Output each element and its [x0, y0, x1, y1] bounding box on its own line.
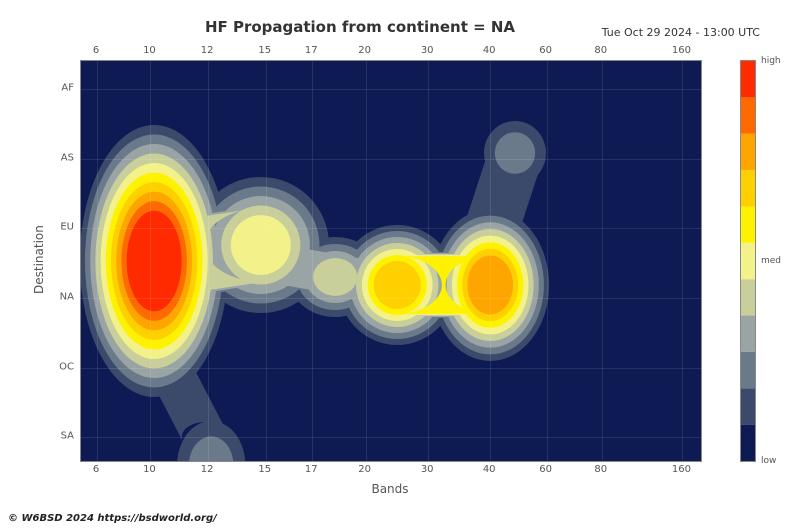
y-tick: NA	[60, 291, 74, 302]
y-tick: SA	[61, 431, 74, 442]
x-tick-top: 40	[483, 45, 496, 56]
x-tick-bottom: 10	[143, 464, 156, 475]
y-tick: OC	[59, 362, 74, 373]
x-tick-top: 60	[539, 45, 552, 56]
x-tick-bottom: 60	[539, 464, 552, 475]
x-tick-bottom: 12	[201, 464, 214, 475]
x-tick-bottom: 20	[358, 464, 371, 475]
colorbar-tick: med	[755, 256, 781, 266]
x-tick-top: 12	[201, 45, 214, 56]
colorbar-tick: high	[755, 56, 781, 66]
x-tick-bottom: 30	[421, 464, 434, 475]
colorbar: highmedlow	[740, 60, 756, 462]
x-tick-bottom: 160	[672, 464, 691, 475]
x-tick-bottom: 40	[483, 464, 496, 475]
y-tick: AF	[61, 83, 74, 94]
x-tick-top: 10	[143, 45, 156, 56]
x-tick-top: 80	[594, 45, 607, 56]
x-tick-top: 160	[672, 45, 691, 56]
y-axis-label: Destination	[32, 225, 46, 294]
x-axis-label: Bands	[80, 482, 700, 496]
x-tick-bottom: 80	[594, 464, 607, 475]
x-tick-top: 30	[421, 45, 434, 56]
x-tick-top: 6	[93, 45, 99, 56]
x-tick-bottom: 6	[93, 464, 99, 475]
plot-area	[80, 60, 702, 462]
x-tick-top: 15	[258, 45, 271, 56]
x-tick-top: 20	[358, 45, 371, 56]
colorbar-gradient	[741, 61, 755, 461]
colorbar-tick: low	[755, 456, 776, 466]
y-tick: AS	[61, 153, 74, 164]
y-tick: EU	[60, 222, 74, 233]
chart-timestamp: Tue Oct 29 2024 - 13:00 UTC	[602, 26, 760, 39]
x-tick-top: 17	[305, 45, 318, 56]
x-tick-bottom: 17	[305, 464, 318, 475]
copyright-text: © W6BSD 2024 https://bsdworld.org/	[8, 513, 217, 524]
x-tick-bottom: 15	[258, 464, 271, 475]
contour-layer	[81, 61, 701, 461]
propagation-chart: HF Propagation from continent = NA Tue O…	[0, 0, 800, 530]
